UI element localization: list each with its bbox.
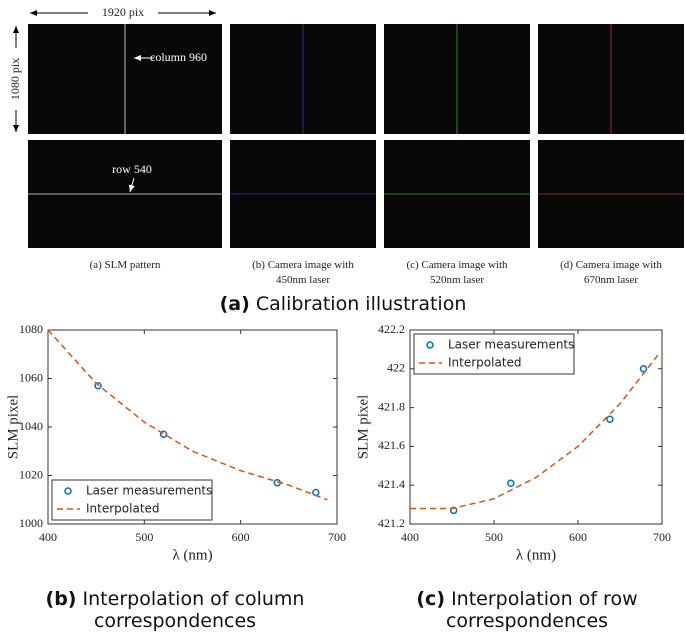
subfigure-title: Interpolation of row correspondences [446,588,638,632]
x-tick-label: 500 [485,530,503,544]
x-tick-label: 400 [39,530,57,544]
y-tick-label: 1040 [19,419,43,433]
subfigure-title: Calibration illustration [256,293,467,315]
subfigure-title: Interpolation of column correspondences [83,588,305,632]
y-tick-label: 1020 [19,467,43,481]
y-tick-label: 421.4 [378,477,405,491]
figure-graphics: 1920 pix 1080 pix column 960 row 540 400… [0,0,686,639]
row-note: row 540 [112,162,152,176]
interpolated-line [410,355,658,508]
legend-label: Laser measurements [448,338,574,352]
y-tick-label: 422.2 [378,322,405,336]
subfigure-caption: (a) Calibration illustration [100,293,586,315]
x-tick-label: 500 [135,530,153,544]
data-point [607,416,613,422]
x-axis-label: λ (nm) [172,547,212,563]
x-axis-label: λ (nm) [516,547,556,563]
legend-label: Interpolated [86,502,160,516]
height-label: 1080 pix [8,58,22,100]
image-caption: (a) SLM pattern [60,258,190,273]
y-tick-label: 1060 [19,370,43,384]
image-caption: (c) Camera image with 520nm laser [392,258,522,288]
width-label: 1920 pix [102,5,144,19]
data-point [508,480,514,486]
interpolated-line [48,330,327,500]
subfigure-label: (a) [220,293,250,315]
y-tick-label: 421.6 [378,438,405,452]
column-note: column 960 [150,50,207,64]
legend-label: Laser measurements [86,484,212,498]
x-tick-label: 600 [232,530,250,544]
y-tick-label: 422 [387,361,405,375]
subfigure-label: (b) [46,588,77,610]
y-axis-label: SLM pixel [355,395,371,460]
x-tick-label: 700 [328,530,346,544]
legend-label: Interpolated [448,356,522,370]
subfigure-label: (c) [416,588,445,610]
image-grid [28,24,684,248]
data-point [313,489,319,495]
y-axis-label: SLM pixel [5,395,21,460]
x-tick-label: 600 [569,530,587,544]
y-tick-label: 1000 [19,516,43,530]
subfigure-caption: (b) Interpolation of column corresponden… [20,588,330,632]
y-tick-label: 421.2 [378,516,405,530]
figure: 1920 pix 1080 pix column 960 row 540 400… [0,0,686,639]
image-caption: (d) Camera image with 670nm laser [546,258,676,288]
image-caption: (b) Camera image with 450nm laser [238,258,368,288]
x-tick-label: 400 [401,530,419,544]
y-tick-label: 1080 [19,322,43,336]
y-tick-label: 421.8 [378,399,405,413]
x-tick-label: 700 [653,530,671,544]
subfigure-caption: (c) Interpolation of row correspondences [372,588,682,632]
